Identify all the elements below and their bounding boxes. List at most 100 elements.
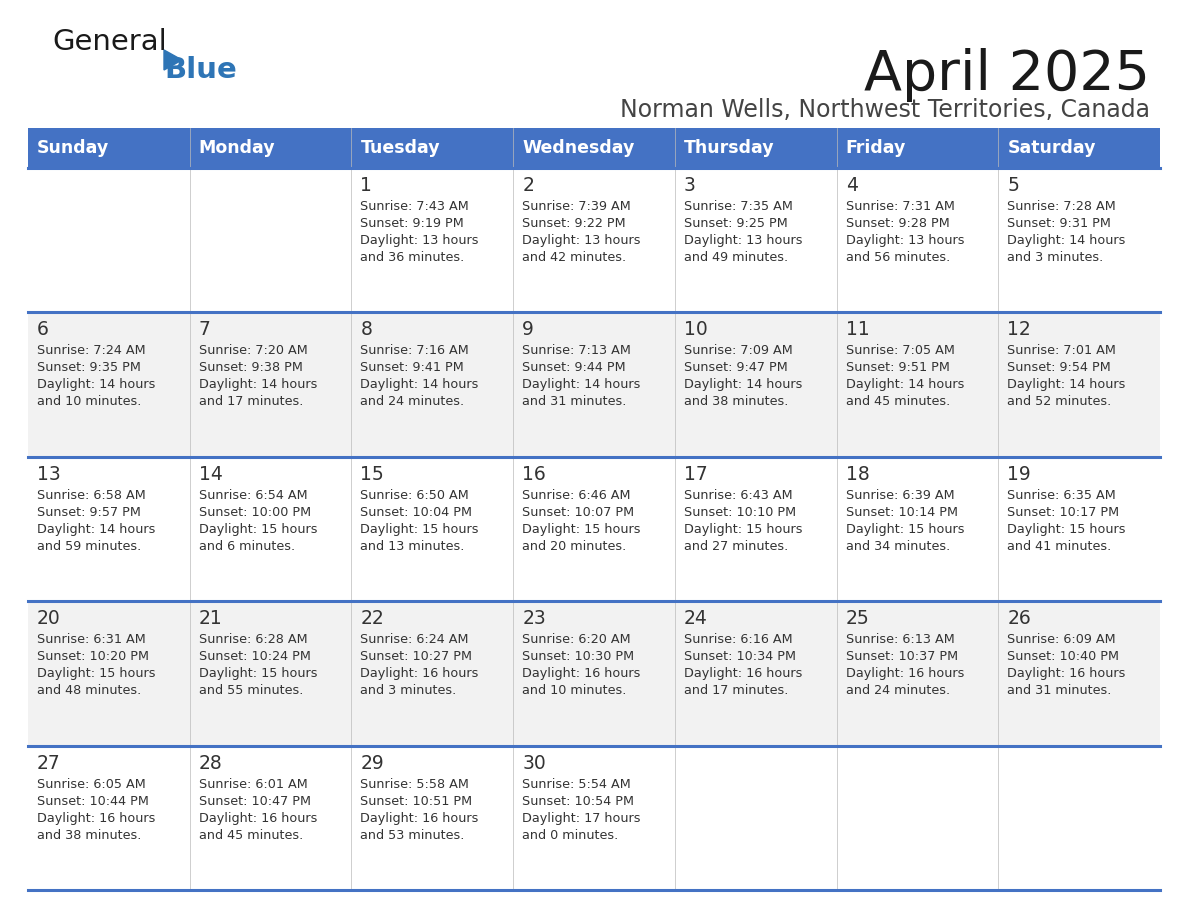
Text: and 17 minutes.: and 17 minutes.	[198, 396, 303, 409]
Text: Sunrise: 6:05 AM: Sunrise: 6:05 AM	[37, 778, 146, 790]
Text: and 56 minutes.: and 56 minutes.	[846, 251, 950, 264]
Text: 6: 6	[37, 320, 49, 340]
Text: Daylight: 13 hours: Daylight: 13 hours	[360, 234, 479, 247]
Text: Sunset: 9:38 PM: Sunset: 9:38 PM	[198, 362, 303, 375]
Text: Sunrise: 6:01 AM: Sunrise: 6:01 AM	[198, 778, 308, 790]
Text: Daylight: 16 hours: Daylight: 16 hours	[1007, 667, 1126, 680]
Text: Blue: Blue	[164, 56, 236, 84]
Text: Sunset: 10:14 PM: Sunset: 10:14 PM	[846, 506, 958, 519]
Text: 16: 16	[523, 465, 546, 484]
Text: Sunrise: 6:09 AM: Sunrise: 6:09 AM	[1007, 633, 1116, 646]
Text: Daylight: 14 hours: Daylight: 14 hours	[1007, 378, 1126, 391]
Text: Daylight: 13 hours: Daylight: 13 hours	[846, 234, 965, 247]
Text: Sunset: 9:35 PM: Sunset: 9:35 PM	[37, 362, 141, 375]
Bar	[513, 128, 675, 168]
Text: Sunrise: 7:09 AM: Sunrise: 7:09 AM	[684, 344, 792, 357]
Text: 15: 15	[360, 465, 384, 484]
Text: Daylight: 16 hours: Daylight: 16 hours	[684, 667, 802, 680]
Text: 4: 4	[846, 176, 858, 195]
Text: Sunrise: 6:16 AM: Sunrise: 6:16 AM	[684, 633, 792, 646]
Text: Sunset: 9:57 PM: Sunset: 9:57 PM	[37, 506, 141, 519]
Text: Daylight: 14 hours: Daylight: 14 hours	[846, 378, 963, 391]
Text: and 48 minutes.: and 48 minutes.	[37, 684, 141, 697]
Text: Sunrise: 7:31 AM: Sunrise: 7:31 AM	[846, 200, 954, 213]
Text: Sunset: 10:30 PM: Sunset: 10:30 PM	[523, 650, 634, 663]
Text: Tuesday: Tuesday	[360, 139, 440, 157]
Text: and 6 minutes.: and 6 minutes.	[198, 540, 295, 553]
Text: Thursday: Thursday	[684, 139, 775, 157]
Text: April 2025: April 2025	[864, 48, 1150, 102]
Text: 11: 11	[846, 320, 870, 340]
Text: 21: 21	[198, 610, 222, 628]
Text: Sunset: 9:19 PM: Sunset: 9:19 PM	[360, 217, 465, 230]
Text: and 49 minutes.: and 49 minutes.	[684, 251, 788, 264]
Text: Sunrise: 6:35 AM: Sunrise: 6:35 AM	[1007, 488, 1116, 502]
Text: and 36 minutes.: and 36 minutes.	[360, 251, 465, 264]
Text: Sunset: 10:40 PM: Sunset: 10:40 PM	[1007, 650, 1119, 663]
Text: Sunset: 10:04 PM: Sunset: 10:04 PM	[360, 506, 473, 519]
Text: General: General	[52, 28, 166, 56]
Text: Daylight: 16 hours: Daylight: 16 hours	[37, 812, 156, 824]
Text: Sunset: 9:22 PM: Sunset: 9:22 PM	[523, 217, 626, 230]
Text: Sunset: 10:54 PM: Sunset: 10:54 PM	[523, 795, 634, 808]
Text: 28: 28	[198, 754, 222, 773]
Text: and 17 minutes.: and 17 minutes.	[684, 684, 788, 697]
Text: Daylight: 15 hours: Daylight: 15 hours	[523, 522, 640, 536]
Text: Sunset: 10:37 PM: Sunset: 10:37 PM	[846, 650, 958, 663]
Text: Sunset: 9:44 PM: Sunset: 9:44 PM	[523, 362, 626, 375]
Text: Sunset: 9:51 PM: Sunset: 9:51 PM	[846, 362, 949, 375]
Text: Sunrise: 6:24 AM: Sunrise: 6:24 AM	[360, 633, 469, 646]
Text: Daylight: 14 hours: Daylight: 14 hours	[684, 378, 802, 391]
Text: Sunset: 10:47 PM: Sunset: 10:47 PM	[198, 795, 311, 808]
Text: Sunrise: 6:54 AM: Sunrise: 6:54 AM	[198, 488, 308, 502]
Text: Monday: Monday	[198, 139, 276, 157]
Text: 30: 30	[523, 754, 546, 773]
Text: Daylight: 14 hours: Daylight: 14 hours	[1007, 234, 1126, 247]
Text: and 24 minutes.: and 24 minutes.	[846, 684, 949, 697]
Text: Sunset: 10:00 PM: Sunset: 10:00 PM	[198, 506, 311, 519]
Polygon shape	[164, 50, 182, 70]
Text: Sunrise: 6:39 AM: Sunrise: 6:39 AM	[846, 488, 954, 502]
Text: Daylight: 16 hours: Daylight: 16 hours	[523, 667, 640, 680]
Text: and 45 minutes.: and 45 minutes.	[846, 396, 950, 409]
Text: 23: 23	[523, 610, 546, 628]
Text: 20: 20	[37, 610, 61, 628]
Text: and 53 minutes.: and 53 minutes.	[360, 829, 465, 842]
Text: Sunset: 10:34 PM: Sunset: 10:34 PM	[684, 650, 796, 663]
Text: and 31 minutes.: and 31 minutes.	[523, 396, 626, 409]
Text: Daylight: 13 hours: Daylight: 13 hours	[684, 234, 802, 247]
Text: Friday: Friday	[846, 139, 906, 157]
Text: Daylight: 16 hours: Daylight: 16 hours	[360, 812, 479, 824]
Bar	[29, 128, 190, 168]
Text: Sunrise: 6:46 AM: Sunrise: 6:46 AM	[523, 488, 631, 502]
Bar	[29, 312, 1159, 457]
Text: 29: 29	[360, 754, 384, 773]
Text: and 55 minutes.: and 55 minutes.	[198, 684, 303, 697]
Text: 22: 22	[360, 610, 384, 628]
Text: and 27 minutes.: and 27 minutes.	[684, 540, 788, 553]
Text: Sunset: 10:51 PM: Sunset: 10:51 PM	[360, 795, 473, 808]
Bar	[29, 745, 1159, 890]
Bar	[998, 128, 1159, 168]
Text: Sunset: 9:28 PM: Sunset: 9:28 PM	[846, 217, 949, 230]
Text: Sunrise: 7:16 AM: Sunrise: 7:16 AM	[360, 344, 469, 357]
Text: Daylight: 14 hours: Daylight: 14 hours	[37, 522, 156, 536]
Text: Sunrise: 7:24 AM: Sunrise: 7:24 AM	[37, 344, 146, 357]
Text: and 10 minutes.: and 10 minutes.	[523, 684, 626, 697]
Text: 5: 5	[1007, 176, 1019, 195]
Text: Daylight: 13 hours: Daylight: 13 hours	[523, 234, 640, 247]
Text: Daylight: 15 hours: Daylight: 15 hours	[846, 522, 965, 536]
Text: 8: 8	[360, 320, 372, 340]
Text: and 10 minutes.: and 10 minutes.	[37, 396, 141, 409]
Text: and 31 minutes.: and 31 minutes.	[1007, 684, 1112, 697]
Text: 9: 9	[523, 320, 535, 340]
Text: and 24 minutes.: and 24 minutes.	[360, 396, 465, 409]
Text: Daylight: 17 hours: Daylight: 17 hours	[523, 812, 640, 824]
Text: Sunset: 9:41 PM: Sunset: 9:41 PM	[360, 362, 465, 375]
Text: Norman Wells, Northwest Territories, Canada: Norman Wells, Northwest Territories, Can…	[620, 98, 1150, 122]
Text: Sunrise: 6:13 AM: Sunrise: 6:13 AM	[846, 633, 954, 646]
Text: Sunset: 10:24 PM: Sunset: 10:24 PM	[198, 650, 310, 663]
Text: Daylight: 15 hours: Daylight: 15 hours	[37, 667, 156, 680]
Text: Sunrise: 7:13 AM: Sunrise: 7:13 AM	[523, 344, 631, 357]
Bar	[675, 128, 836, 168]
